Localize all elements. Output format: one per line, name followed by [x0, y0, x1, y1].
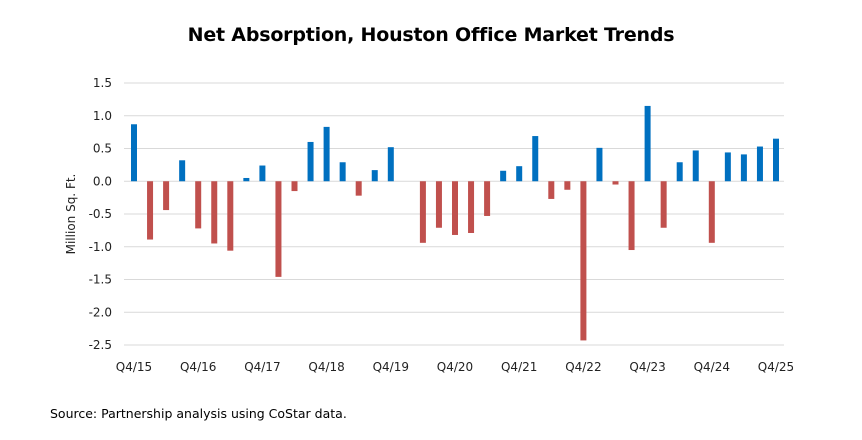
bar-q4-19: [387, 147, 394, 182]
bar-q3-18: [307, 141, 314, 182]
bar-q4-16: [195, 181, 202, 229]
bar-q3-16: [179, 160, 186, 182]
x-tick-label: Q4/22: [565, 360, 601, 374]
chart-title: Net Absorption, Houston Office Market Tr…: [187, 24, 675, 46]
bar-q3-25: [756, 146, 763, 182]
y-tick-label: 0.5: [93, 142, 112, 156]
y-tick-label: -2.0: [89, 305, 112, 319]
bar-q4-17: [259, 165, 266, 182]
bars: [131, 105, 779, 341]
bar-q3-19: [371, 170, 378, 182]
bar-q2-25: [740, 154, 747, 182]
x-tick-label: Q4/23: [629, 360, 665, 374]
y-axis-label: Million Sq. Ft.: [64, 174, 78, 255]
bar-q4-23: [644, 105, 651, 182]
bar-q2-16: [163, 181, 170, 211]
y-tick-label: -2.5: [89, 338, 112, 352]
bar-q4-22: [580, 181, 587, 341]
bar-q1-18: [275, 181, 282, 277]
x-tick-label: Q4/18: [308, 360, 344, 374]
bar-q2-19: [355, 181, 362, 196]
bar-q4-24: [708, 181, 715, 243]
x-tick-label: Q4/19: [373, 360, 409, 374]
bar-q2-24: [676, 162, 683, 182]
bar-q3-17: [243, 177, 250, 182]
bar-q3-22: [564, 181, 571, 190]
y-tick-label: -1.0: [89, 240, 112, 254]
bar-q2-20: [419, 181, 426, 243]
y-tick-label: 1.5: [93, 76, 112, 90]
bar-q2-22: [548, 181, 555, 199]
x-tick-label: Q4/21: [501, 360, 537, 374]
bar-q2-18: [291, 181, 298, 192]
bar-q1-25: [724, 152, 731, 182]
bar-q1-22: [532, 136, 539, 182]
x-tick-label: Q4/25: [758, 360, 794, 374]
y-tick-label: -1.5: [89, 273, 112, 287]
y-axis-ticks: 1.5 1.0 0.5 0.0 -0.5 -1.0 -1.5 -2.0 -2.5: [89, 76, 112, 352]
bar-q4-18: [323, 126, 330, 182]
bar-q4-20: [452, 181, 458, 235]
bar-q2-23: [612, 181, 619, 185]
bar-q1-23: [596, 147, 603, 182]
bar-q1-16: [147, 181, 154, 240]
x-tick-label: Q4/15: [116, 360, 152, 374]
x-tick-label: Q4/20: [437, 360, 473, 374]
bar-q3-21: [500, 170, 507, 182]
source-note: Source: Partnership analysis using CoSta…: [50, 406, 347, 421]
bar-q1-17: [211, 181, 218, 244]
bar-q4-25: [773, 138, 779, 182]
bar-q3-20: [435, 181, 442, 228]
bar-q3-23: [628, 181, 635, 251]
bar-q3-24: [692, 150, 699, 182]
x-axis-ticks: Q4/15 Q4/16 Q4/17 Q4/18 Q4/19 Q4/20 Q4/21 Q4/22…: [116, 360, 794, 374]
y-tick-label: 0.0: [93, 174, 112, 188]
bar-q1-19: [339, 162, 346, 182]
y-tick-label: -0.5: [89, 207, 112, 221]
bar-q4-15: [131, 124, 137, 182]
bar-q4-21: [516, 166, 523, 182]
y-tick-label: 1.0: [93, 109, 112, 123]
bar-q2-17: [227, 181, 234, 251]
x-tick-label: Q4/17: [244, 360, 280, 374]
x-tick-label: Q4/16: [180, 360, 216, 374]
bar-q1-24: [660, 181, 667, 228]
bar-q1-21: [468, 181, 475, 233]
x-tick-label: Q4/24: [694, 360, 730, 374]
bar-q2-21: [484, 181, 491, 216]
